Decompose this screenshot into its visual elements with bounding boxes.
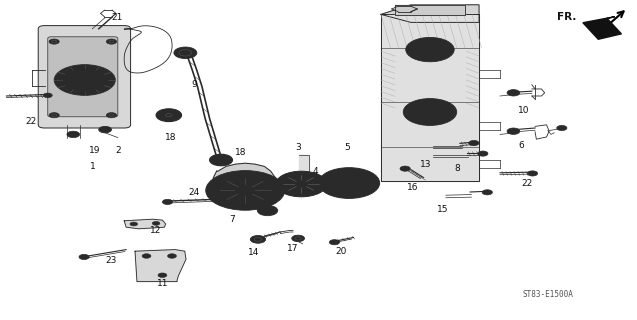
Polygon shape bbox=[583, 17, 621, 39]
Polygon shape bbox=[381, 5, 479, 22]
Circle shape bbox=[206, 171, 285, 210]
Circle shape bbox=[344, 180, 354, 186]
Circle shape bbox=[327, 172, 371, 194]
Circle shape bbox=[152, 221, 160, 225]
Text: 3: 3 bbox=[295, 143, 301, 152]
Text: 21: 21 bbox=[111, 13, 122, 22]
Circle shape bbox=[414, 42, 446, 58]
Circle shape bbox=[62, 68, 108, 92]
Text: ST83-E1500A: ST83-E1500A bbox=[522, 290, 573, 299]
Text: 19: 19 bbox=[89, 146, 100, 155]
Circle shape bbox=[67, 131, 80, 138]
Text: 16: 16 bbox=[407, 183, 419, 192]
Text: 14: 14 bbox=[248, 248, 259, 257]
Circle shape bbox=[142, 254, 151, 258]
Circle shape bbox=[507, 90, 520, 96]
Circle shape bbox=[482, 190, 492, 195]
Text: 10: 10 bbox=[518, 106, 529, 115]
Circle shape bbox=[236, 186, 255, 195]
Circle shape bbox=[262, 208, 273, 213]
Circle shape bbox=[250, 236, 266, 243]
Circle shape bbox=[99, 126, 111, 133]
Circle shape bbox=[295, 181, 308, 187]
Circle shape bbox=[282, 174, 320, 194]
Circle shape bbox=[161, 111, 176, 119]
Circle shape bbox=[54, 65, 115, 95]
Text: 11: 11 bbox=[157, 279, 168, 288]
Circle shape bbox=[106, 39, 117, 44]
Circle shape bbox=[361, 186, 366, 188]
Text: FR.: FR. bbox=[557, 12, 576, 22]
Circle shape bbox=[162, 199, 173, 204]
Text: 1: 1 bbox=[89, 162, 96, 171]
Circle shape bbox=[49, 39, 59, 44]
Polygon shape bbox=[299, 155, 309, 174]
Polygon shape bbox=[124, 219, 166, 229]
Text: 5: 5 bbox=[344, 143, 350, 152]
Polygon shape bbox=[395, 5, 465, 15]
Circle shape bbox=[78, 77, 91, 83]
Circle shape bbox=[215, 157, 227, 163]
Circle shape bbox=[332, 186, 337, 188]
Circle shape bbox=[130, 222, 138, 226]
Circle shape bbox=[403, 99, 457, 125]
Text: 9: 9 bbox=[191, 80, 197, 89]
Circle shape bbox=[43, 93, 52, 98]
Circle shape bbox=[168, 254, 176, 258]
Text: 13: 13 bbox=[420, 160, 431, 169]
Polygon shape bbox=[135, 250, 186, 282]
Circle shape bbox=[318, 168, 380, 198]
Circle shape bbox=[469, 140, 479, 146]
Circle shape bbox=[213, 174, 277, 206]
Circle shape bbox=[174, 47, 197, 59]
Circle shape bbox=[527, 171, 538, 176]
Circle shape bbox=[329, 240, 340, 245]
Circle shape bbox=[478, 151, 488, 156]
Text: 18: 18 bbox=[165, 133, 176, 142]
Circle shape bbox=[158, 273, 167, 277]
Circle shape bbox=[412, 103, 448, 121]
Circle shape bbox=[421, 108, 439, 116]
Circle shape bbox=[406, 37, 454, 62]
Text: 18: 18 bbox=[235, 148, 247, 156]
FancyBboxPatch shape bbox=[48, 37, 118, 117]
Circle shape bbox=[507, 128, 520, 134]
Circle shape bbox=[557, 125, 567, 131]
Circle shape bbox=[49, 113, 59, 118]
FancyBboxPatch shape bbox=[38, 26, 131, 128]
Text: 4: 4 bbox=[313, 167, 318, 176]
Text: 22: 22 bbox=[25, 117, 36, 126]
Circle shape bbox=[292, 235, 304, 242]
Text: 2: 2 bbox=[115, 146, 120, 155]
Circle shape bbox=[79, 254, 89, 260]
Polygon shape bbox=[381, 14, 479, 181]
Text: 8: 8 bbox=[454, 164, 461, 172]
Circle shape bbox=[338, 177, 361, 189]
Circle shape bbox=[72, 74, 97, 86]
Text: 20: 20 bbox=[335, 247, 347, 256]
Polygon shape bbox=[212, 163, 277, 207]
Circle shape bbox=[210, 154, 233, 166]
Circle shape bbox=[422, 46, 438, 53]
Text: 22: 22 bbox=[522, 180, 533, 188]
Text: 23: 23 bbox=[106, 256, 117, 265]
Circle shape bbox=[276, 171, 327, 197]
Text: 17: 17 bbox=[287, 244, 299, 252]
Circle shape bbox=[257, 205, 278, 216]
Circle shape bbox=[106, 113, 117, 118]
Circle shape bbox=[156, 109, 182, 122]
Text: 6: 6 bbox=[518, 141, 524, 150]
Text: 7: 7 bbox=[229, 215, 236, 224]
Text: 12: 12 bbox=[150, 226, 162, 235]
Circle shape bbox=[400, 166, 410, 171]
Circle shape bbox=[347, 173, 352, 176]
Text: 15: 15 bbox=[437, 205, 448, 214]
Text: 24: 24 bbox=[189, 188, 200, 196]
